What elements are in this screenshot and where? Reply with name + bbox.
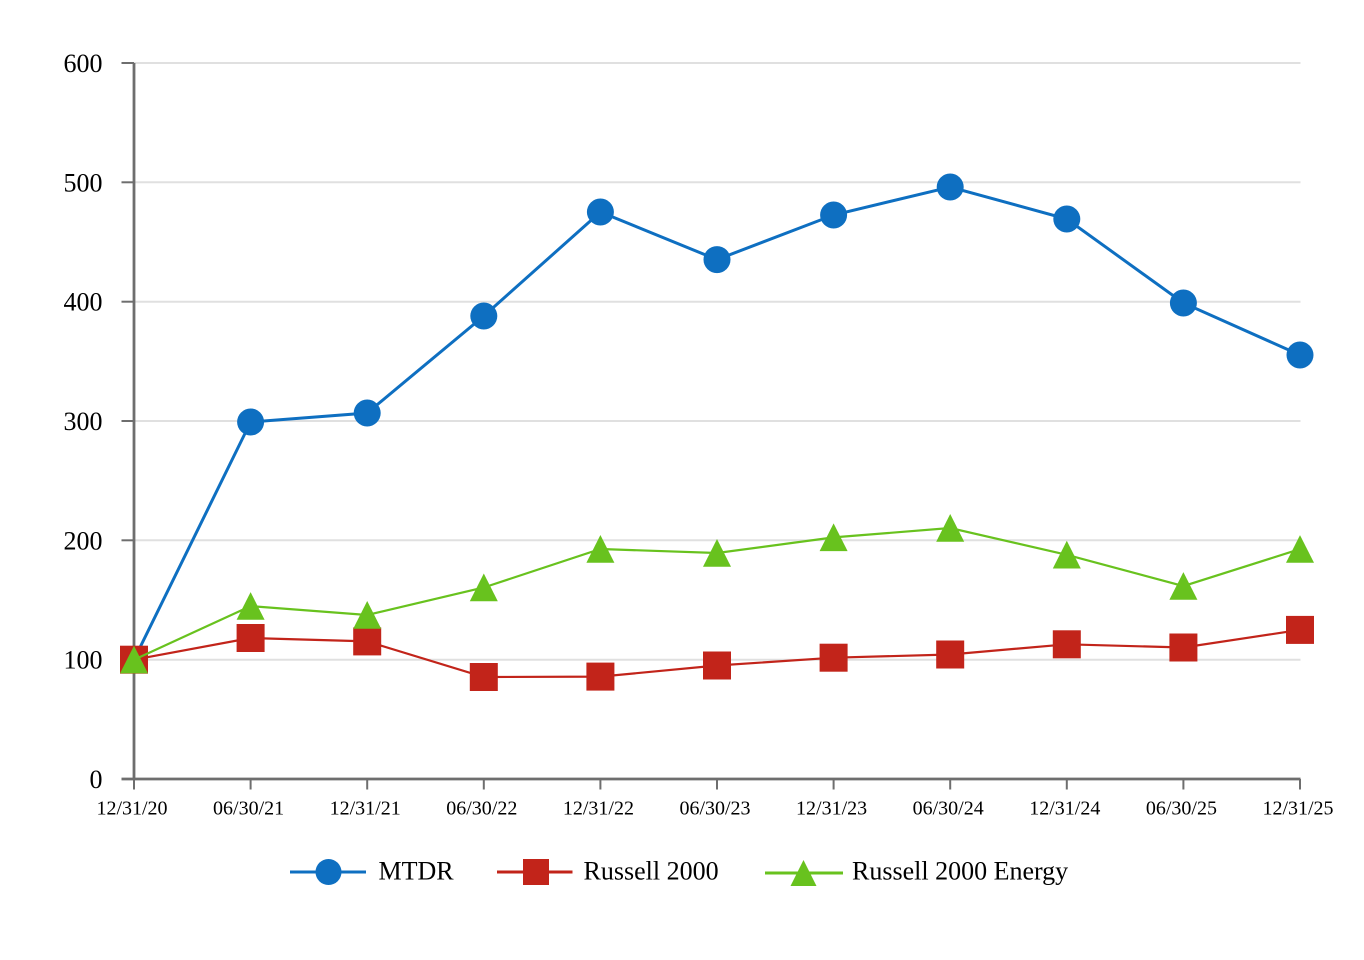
svg-text:12/31/23: 12/31/23 (796, 798, 867, 820)
svg-text:Russell 2000: Russell 2000 (584, 857, 719, 886)
svg-text:MTDR: MTDR (379, 857, 455, 886)
svg-text:12/31/21: 12/31/21 (330, 798, 401, 820)
svg-text:12/31/22: 12/31/22 (563, 798, 634, 820)
svg-text:200: 200 (64, 526, 103, 555)
svg-text:Russell 2000 Energy: Russell 2000 Energy (852, 857, 1068, 886)
svg-text:500: 500 (64, 168, 103, 197)
svg-text:12/31/24: 12/31/24 (1029, 798, 1100, 820)
svg-text:06/30/24: 06/30/24 (913, 798, 984, 820)
svg-text:12/31/25: 12/31/25 (1262, 798, 1333, 820)
svg-text:06/30/22: 06/30/22 (446, 798, 517, 820)
svg-text:600: 600 (64, 49, 103, 78)
svg-text:300: 300 (64, 407, 103, 436)
svg-text:0: 0 (90, 765, 103, 794)
svg-text:100: 100 (64, 646, 103, 675)
svg-text:12/31/20: 12/31/20 (96, 798, 167, 820)
svg-text:06/30/25: 06/30/25 (1146, 798, 1217, 820)
svg-text:400: 400 (64, 288, 103, 317)
svg-text:06/30/21: 06/30/21 (213, 798, 284, 820)
svg-text:06/30/23: 06/30/23 (679, 798, 750, 820)
